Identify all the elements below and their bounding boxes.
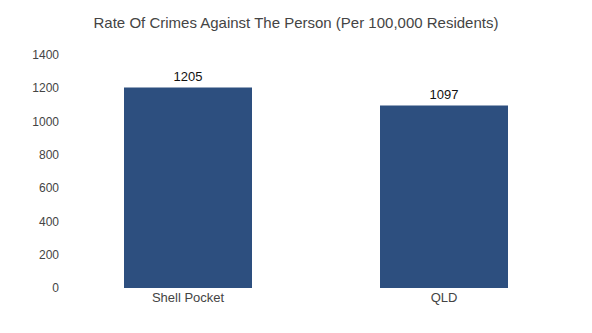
svg-text:QLD: QLD (431, 290, 458, 305)
svg-text:1200: 1200 (32, 81, 59, 95)
svg-text:0: 0 (52, 281, 59, 295)
svg-text:1400: 1400 (32, 48, 59, 62)
svg-text:800: 800 (39, 148, 59, 162)
svg-text:1000: 1000 (32, 115, 59, 129)
svg-text:1097: 1097 (430, 87, 459, 102)
svg-text:Rate Of Crimes Against The Per: Rate Of Crimes Against The Person (Per 1… (94, 14, 499, 31)
svg-text:200: 200 (39, 248, 59, 262)
svg-text:1205: 1205 (174, 69, 203, 84)
svg-text:600: 600 (39, 181, 59, 195)
svg-text:Shell Pocket: Shell Pocket (152, 290, 225, 305)
svg-text:400: 400 (39, 215, 59, 229)
